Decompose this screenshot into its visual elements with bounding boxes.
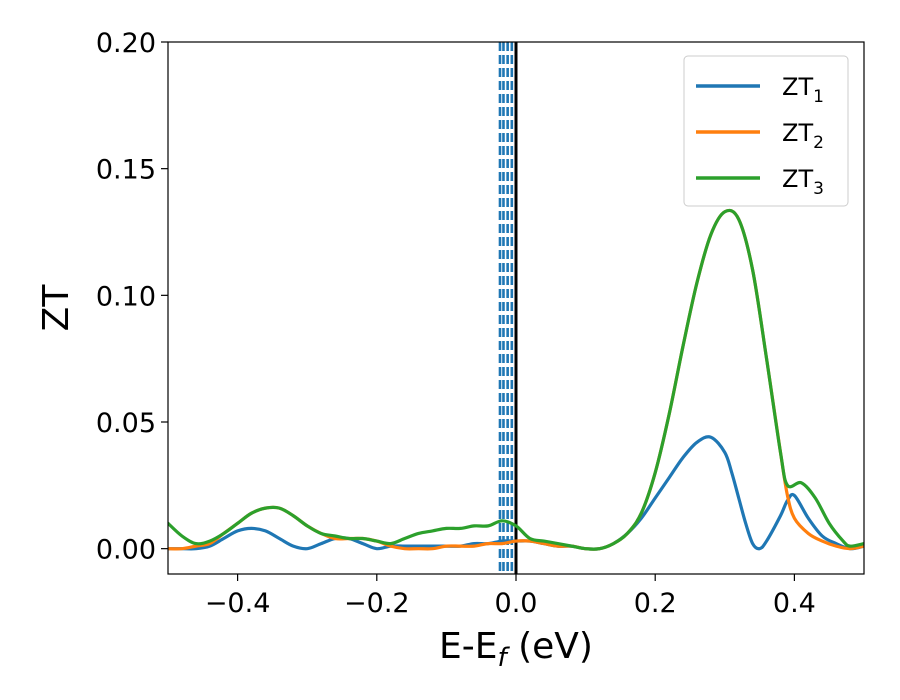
y-axis-label: ZT bbox=[36, 284, 77, 332]
x-tick-label: 0.4 bbox=[773, 588, 816, 619]
y-tick-label: 0.20 bbox=[96, 28, 156, 59]
x-tick-label: 0.2 bbox=[634, 588, 677, 619]
reference-lines bbox=[498, 42, 518, 574]
plot-area bbox=[167, 41, 865, 575]
legend-label-zt1: ZT1 bbox=[782, 73, 824, 107]
y-tick-label: 0.10 bbox=[96, 281, 156, 312]
legend-label-zt2: ZT2 bbox=[782, 119, 824, 153]
x-tick-label: 0.0 bbox=[495, 588, 538, 619]
x-tick-label: −0.2 bbox=[344, 588, 410, 619]
y-tick-label: 0.00 bbox=[96, 535, 156, 566]
y-tick-label: 0.15 bbox=[96, 155, 156, 186]
legend-box bbox=[683, 55, 849, 207]
x-tick-label: −0.4 bbox=[205, 588, 271, 619]
series-lines bbox=[168, 208, 864, 551]
series-line-zt3 bbox=[168, 208, 864, 551]
legend-items: ZT1 ZT2 ZT3 bbox=[696, 73, 824, 199]
legend-label-zt3: ZT3 bbox=[782, 165, 824, 199]
y-tick-label: 0.05 bbox=[96, 408, 156, 439]
x-axis-label: E-Ef (eV) bbox=[439, 626, 593, 673]
y-axis: 0.00 0.05 0.10 0.15 0.20 bbox=[96, 28, 168, 566]
legend: ZT1 ZT2 ZT3 bbox=[683, 55, 849, 207]
x-axis: −0.4 −0.2 0.0 0.2 0.4 bbox=[205, 574, 816, 619]
